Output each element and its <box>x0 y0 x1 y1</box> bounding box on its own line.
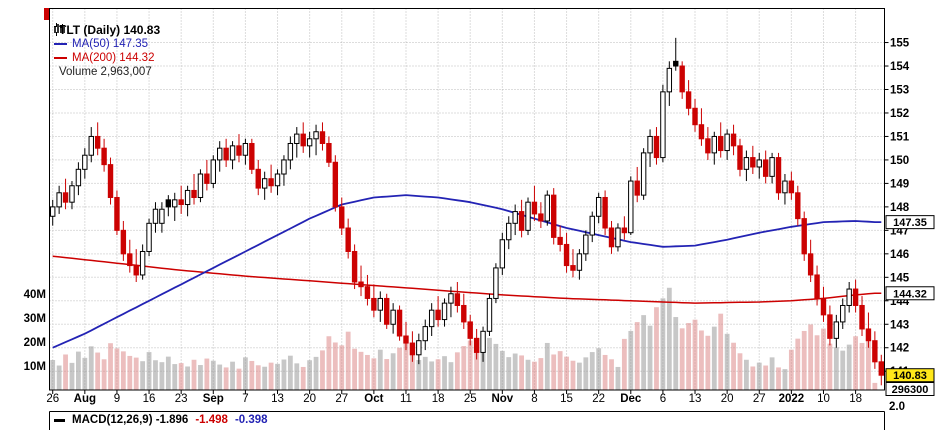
svg-text:11: 11 <box>400 393 412 405</box>
date-axis: 26 Aug 9 16 23 Sep 7 13 20 27 Oct 11 18 25 Nov 8 15 22 Dec… <box>46 390 862 405</box>
svg-text:26: 26 <box>46 393 59 405</box>
svg-text:18: 18 <box>849 393 862 405</box>
svg-text:18: 18 <box>432 393 445 405</box>
legend-ma50-row: MA(50) 147.35 <box>54 37 160 51</box>
svg-text:8: 8 <box>531 393 537 405</box>
svg-text:22: 22 <box>592 393 605 405</box>
macd-scale-label: 2.0 <box>889 401 905 413</box>
svg-text:Dec: Dec <box>620 393 642 405</box>
svg-text:7: 7 <box>242 393 248 405</box>
svg-text:16: 16 <box>143 393 156 405</box>
svg-text:150: 150 <box>890 155 909 167</box>
macd-line-icon <box>54 418 65 422</box>
macd-histogram-value: -0.398 <box>234 414 268 426</box>
svg-text:Oct: Oct <box>364 393 383 405</box>
legend-volume-label: Volume 2,963,007 <box>59 66 152 78</box>
price-axis: 1411421431441451461471481491501511521531… <box>884 38 910 378</box>
candles <box>50 37 884 386</box>
svg-text:25: 25 <box>464 393 477 405</box>
svg-text:149: 149 <box>890 178 909 190</box>
svg-text:Aug: Aug <box>74 393 96 405</box>
svg-text:143: 143 <box>890 319 909 331</box>
svg-text:146: 146 <box>890 249 909 261</box>
ma50-line <box>52 194 882 349</box>
svg-text:27: 27 <box>335 393 348 405</box>
svg-text:296300: 296300 <box>892 384 929 396</box>
svg-text:20: 20 <box>721 393 734 405</box>
svg-text:147.35: 147.35 <box>893 217 927 229</box>
macd-signal-value: -1.498 <box>195 414 228 426</box>
svg-text:155: 155 <box>890 38 910 50</box>
svg-text:10M: 10M <box>24 361 46 373</box>
svg-text:151: 151 <box>890 131 910 143</box>
svg-text:148: 148 <box>890 202 910 214</box>
svg-text:9: 9 <box>114 393 120 405</box>
svg-text:153: 153 <box>890 84 909 96</box>
legend-ma200-label: MA(200) 144.32 <box>72 52 155 64</box>
legend-symbol-label: TLT (Daily) 140.83 <box>59 23 161 37</box>
svg-text:15: 15 <box>560 393 573 405</box>
svg-text:10: 10 <box>817 393 830 405</box>
gridlines <box>49 8 885 390</box>
legend-volume-row: Volume 2,963,007 <box>54 24 160 79</box>
volume-bars <box>50 287 878 390</box>
svg-text:Nov: Nov <box>491 393 513 405</box>
svg-text:152: 152 <box>890 108 909 120</box>
svg-text:40M: 40M <box>24 289 46 301</box>
svg-text:Sep: Sep <box>203 393 224 405</box>
svg-text:144.32: 144.32 <box>893 288 927 300</box>
ma50-line-icon <box>54 43 67 45</box>
svg-text:13: 13 <box>271 393 284 405</box>
svg-text:23: 23 <box>175 393 188 405</box>
price-labels: 147.35 144.32 140.83 296300 <box>885 215 935 396</box>
ma200-line <box>52 255 882 304</box>
svg-text:142: 142 <box>890 343 909 355</box>
volume-axis: 40M 30M 20M 10M <box>24 289 46 373</box>
svg-text:6: 6 <box>660 393 666 405</box>
legend-ma50-label: MA(50) 147.35 <box>72 38 149 50</box>
svg-text:2022: 2022 <box>779 393 805 405</box>
svg-text:140.83: 140.83 <box>893 370 927 382</box>
svg-text:20: 20 <box>303 393 316 405</box>
panel-borders <box>44 8 885 430</box>
legend-symbol-row: TLT (Daily) 140.83 <box>54 23 160 37</box>
ma200-line-icon <box>54 57 67 59</box>
svg-text:145: 145 <box>890 272 910 284</box>
svg-text:13: 13 <box>689 393 702 405</box>
left-edge-clipped-candle <box>44 8 49 20</box>
chart-legend: TLT (Daily) 140.83 MA(50) 147.35 MA(200)… <box>54 23 160 79</box>
svg-text:30M: 30M <box>24 313 46 325</box>
macd-legend: MACD(12,26,9) -1.896 -1.498 -0.398 <box>54 414 268 426</box>
svg-text:27: 27 <box>753 393 766 405</box>
macd-label: MACD(12,26,9) -1.896 <box>72 414 189 426</box>
svg-text:20M: 20M <box>24 337 46 349</box>
legend-ma200-row: MA(200) 144.32 <box>54 51 160 65</box>
svg-text:154: 154 <box>890 61 910 73</box>
